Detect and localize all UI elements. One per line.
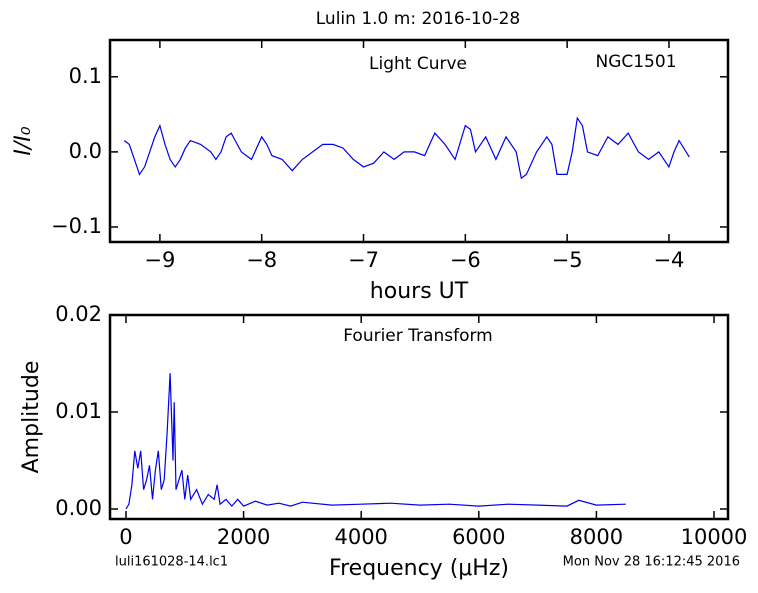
plot-frame xyxy=(108,38,730,244)
footer-right: Mon Nov 28 16:12:45 2016 xyxy=(563,555,740,570)
x-tick-label: 4000 xyxy=(334,525,387,549)
figure-title: Lulin 1.0 m: 2016-10-28 xyxy=(316,9,521,29)
x-tick-label: 2000 xyxy=(217,525,270,549)
line-series xyxy=(123,116,690,180)
x-axis-label: hours UT xyxy=(370,279,469,304)
x-tick-label: −7 xyxy=(348,248,379,272)
x-tick-label: −6 xyxy=(450,248,481,272)
y-axis-label: I/I₀ xyxy=(11,126,36,155)
y-tick-label: 0.01 xyxy=(55,399,102,423)
x-tick-label: 8000 xyxy=(570,525,623,549)
line-series xyxy=(125,373,626,510)
chart-title: Fourier Transform xyxy=(343,326,492,346)
footer-left: luli161028-14.lc1 xyxy=(115,555,228,570)
y-tick-label: 0.02 xyxy=(55,302,102,326)
y-tick-label: −0.1 xyxy=(51,214,102,238)
x-tick-label: 6000 xyxy=(452,525,505,549)
chart-title: Light Curve xyxy=(369,54,467,74)
x-tick-label: 10000 xyxy=(681,525,748,549)
y-tick-label: 0.00 xyxy=(55,496,102,520)
x-tick-label: −5 xyxy=(552,248,583,272)
x-tick-label: 0 xyxy=(119,525,132,549)
y-tick-label: 0.0 xyxy=(69,139,102,163)
y-axis-label: Amplitude xyxy=(19,361,44,474)
x-tick-label: −4 xyxy=(653,248,684,272)
x-axis-label: Frequency (μHz) xyxy=(329,556,509,581)
annotation: NGC1501 xyxy=(595,52,676,72)
plot-frame xyxy=(108,313,730,521)
x-tick-label: −8 xyxy=(246,248,277,272)
y-tick-label: 0.1 xyxy=(69,64,102,88)
x-tick-label: −9 xyxy=(144,248,175,272)
